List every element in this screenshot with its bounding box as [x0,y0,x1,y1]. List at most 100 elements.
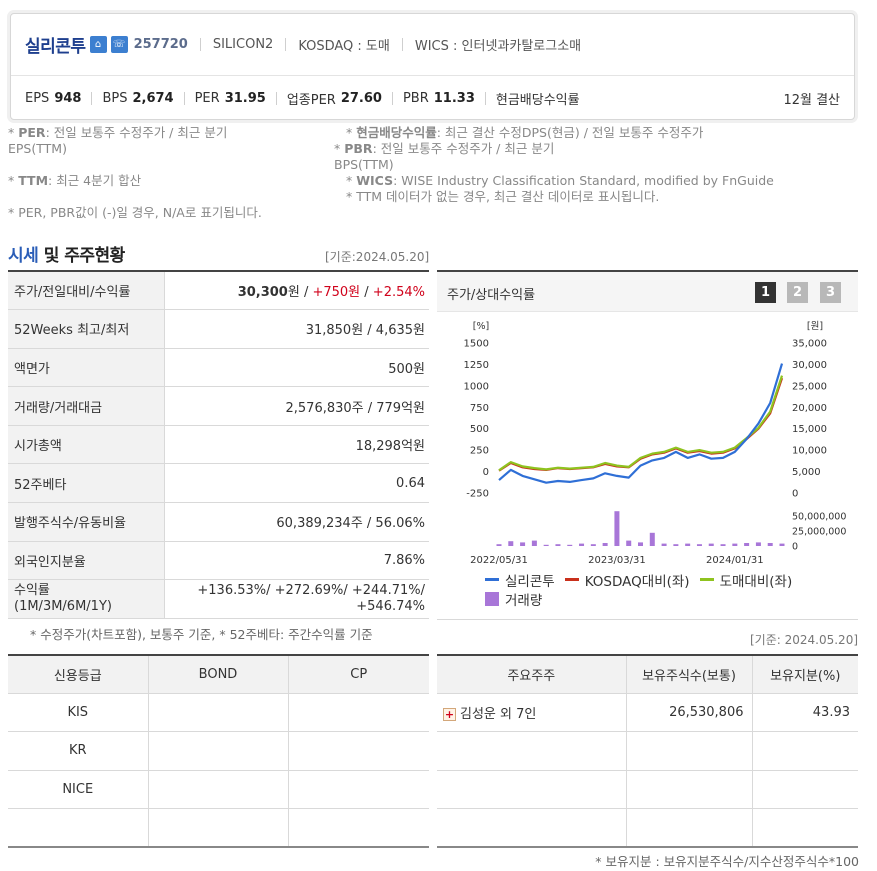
table-row: NICE [8,770,429,809]
volume-bar [732,543,738,546]
volume-bar [590,544,596,546]
volume-tick-label: 25,000,000 [792,527,846,538]
stock-code: 257720 [133,36,188,52]
legend-item-silicon2[interactable]: 실리콘투 [485,570,555,590]
right-tick-label: 10,000 [792,446,827,457]
volume-bar [579,543,585,546]
left-tick-label: 750 [470,403,489,414]
holder-name: + 김성운 외 7인 [437,693,627,732]
chart-page-3-button[interactable]: 3 [820,282,841,303]
volume-bar [661,543,667,546]
series-line [498,375,784,472]
chart-page-2-button[interactable]: 2 [787,282,808,303]
table-row: 액면가 500원 [8,348,429,388]
company-title-row: 실리콘투 ⌂ ☏ 257720 SILICON2 KOSDAQ : 도매 WIC… [25,30,581,58]
volume-bar [673,544,679,546]
holder-base-date: [기준: 2024.05.20] [750,633,859,647]
right-tick-label: 25,000 [792,381,827,392]
fiscal-settlement: 12월 결산 [783,92,840,108]
left-tick-label: 500 [470,424,489,435]
major-holders-table: 주요주주 보유주식수(보통) 보유지분(%) + 김성운 외 7인 26,530,… [437,654,858,848]
right-axis-unit: [원] [807,321,823,332]
volume-bar [708,543,714,546]
price-summary-table: 주가/전일대비/수익률 30,300원 / +750원 / +2.54% 52W… [8,270,429,619]
table-row: + 김성운 외 7인 26,530,806 43.93 [437,693,858,732]
table-row [437,770,858,809]
holder-shares: 26,530,806 [626,693,753,732]
table-header-row: 주요주주 보유주식수(보통) 보유지분(%) [437,655,858,694]
volume-bar [649,532,655,546]
left-tick-label: 0 [483,467,489,478]
volume-bar [626,540,632,546]
return-label: 수익률 (1M/3M/6M/1Y) [8,579,165,619]
home-icon[interactable]: ⌂ [89,35,107,53]
table-row: 시가총액 18,298억원 [8,425,429,465]
header-divider [11,75,854,76]
volume-bar [543,544,549,546]
x-tick-label: 2024/01/31 [706,555,764,566]
pbr-metric: PBR 11.33 [402,90,475,106]
note-per: * PER: 전일 보통주 수정주가 / 최근 분기 [8,125,228,140]
legend-item-wholesale[interactable]: 도매대비(좌) [699,570,792,590]
divider [285,37,287,51]
volume-bar [755,542,761,546]
divider [401,37,403,51]
table-row: KR [8,731,429,771]
table-row [437,808,858,848]
note-ttm-missing: * TTM 데이터가 없는 경우, 최근 결산 데이터로 표시됩니다. [346,189,660,204]
volume-bar [779,543,785,546]
return-values: +136.53%/ +272.69%/ +244.71%/+546.74% [164,579,429,619]
note-ttm: * TTM: 최근 4분기 합산 [8,173,142,188]
left-tick-label: -250 [466,489,489,500]
table-row: 발행주식수/유동비율 60,389,234주 / 56.06% [8,502,429,542]
right-tick-label: 15,000 [792,424,827,435]
right-tick-label: 20,000 [792,403,827,414]
legend-item-kosdaq[interactable]: KOSDAQ대비(좌) [564,570,690,590]
legend-item-volume[interactable]: 거래량 [485,589,542,609]
wics-sector: WICS : 인터넷과카탈로그소매 [414,38,582,54]
left-tick-label: 1000 [464,381,489,392]
volume-bar [555,544,561,546]
note-pbr-cont: BPS(TTM) [334,157,394,172]
right-tick-label: 30,000 [792,360,827,371]
note-pbr: * PBR: 전일 보통주 수정주가 / 최근 분기 [334,141,555,156]
per-metric: PER 31.95 [194,90,266,106]
volume-bar [720,544,726,546]
expand-plus-icon[interactable]: + [443,707,456,721]
legend-swatch [564,578,579,581]
x-tick-label: 2023/03/31 [588,555,646,566]
bps-metric: BPS 2,674 [102,90,174,106]
volume-bar [638,542,643,546]
divider [199,37,201,51]
price-label: 주가/전일대비/수익률 [8,271,165,311]
price-relative-return-chart: [%] [원] 1500 1250 1000 750 500 250 0 -250 35,000 30… [464,321,847,566]
holder-footnote: * 보유지분 : 보유지분주식수/지수산정주식수*100 [595,854,859,869]
left-tick-label: 250 [470,446,489,457]
chart-title: 주가/상대수익률 [447,288,536,303]
volume-bar [744,543,750,546]
table-row [437,731,858,771]
legend-swatch [485,578,499,581]
table-row: 수익률 (1M/3M/6M/1Y) +136.53%/ +272.69%/ +24… [8,579,429,619]
chart-legend: 실리콘투 KOSDAQ대비(좌) 도매대비(좌) 거래량 [485,570,802,609]
right-tick-label: 5,000 [792,467,821,478]
section-title: 시세 및 주주현황 [8,246,125,266]
english-name: SILICON2 [212,36,274,52]
industry-per-metric: 업종PER 27.60 [286,90,382,108]
note-negative: * PER, PBR값이 (-)일 경우, N/A로 표기됩니다. [8,205,262,220]
table-row: 주가/전일대비/수익률 30,300원 / +750원 / +2.54% [8,271,429,311]
note-wics: * WICS: WISE Industry Classification Sta… [346,173,774,188]
table-row [8,808,429,848]
legend-swatch [485,591,499,606]
price-chart-panel: 주가/상대수익률 1 2 3 [%] [원] 1500 1250 1000 750 500 2… [437,270,858,620]
volume-bar [602,543,608,546]
note-per-cont: EPS(TTM) [8,141,67,156]
table-row: 52주베타 0.64 [8,463,429,504]
volume-bar [685,543,691,546]
chart-page-1-button[interactable]: 1 [755,282,776,303]
table-row: 52Weeks 최고/최저 31,850원 / 4,635원 [8,309,429,349]
disclosure-icon[interactable]: ☏ [110,35,128,53]
table-row: KIS [8,693,429,732]
right-tick-label: 35,000 [792,339,827,350]
volume-bar [614,511,620,546]
